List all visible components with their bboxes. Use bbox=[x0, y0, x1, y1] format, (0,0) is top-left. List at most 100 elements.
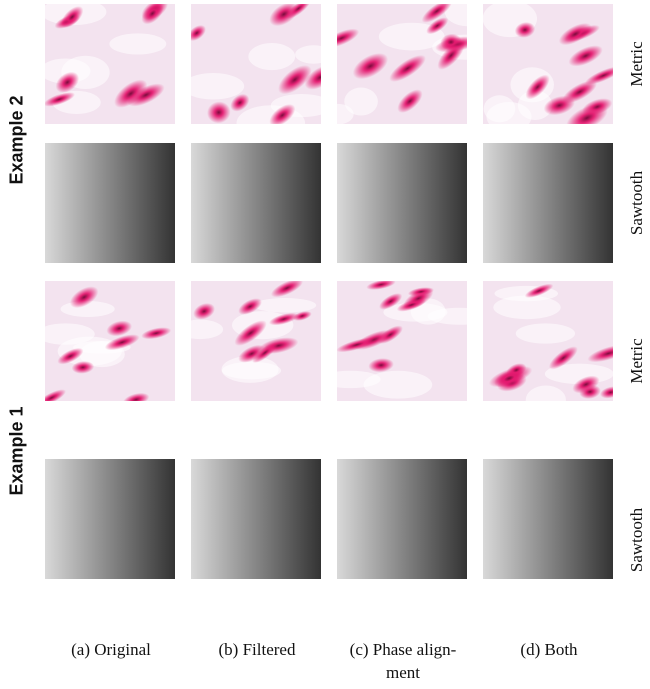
metric-blob bbox=[106, 320, 132, 337]
metric-tile-phase-alignment bbox=[337, 281, 467, 445]
sawtooth-stripe bbox=[542, 222, 613, 263]
sawtooth-tile-phase-alignment bbox=[337, 459, 467, 623]
sawtooth-field-image bbox=[337, 459, 467, 579]
sawtooth-stripe bbox=[337, 149, 467, 241]
sawtooth-stripe bbox=[337, 471, 467, 539]
sawtooth-stripe bbox=[337, 143, 424, 200]
sawtooth-stripe bbox=[349, 191, 467, 263]
metric-blob bbox=[285, 4, 312, 19]
sawtooth-stripe bbox=[45, 180, 175, 263]
metric-blob bbox=[114, 79, 148, 108]
metric-blob bbox=[366, 281, 396, 290]
metric-tile-both bbox=[483, 4, 613, 124]
metric-blob bbox=[407, 287, 434, 297]
metric-blob bbox=[368, 358, 394, 373]
sawtooth-stripe bbox=[573, 563, 613, 579]
sawtooth-stripe bbox=[45, 463, 175, 531]
metric-blob bbox=[191, 25, 206, 42]
sawtooth-stripe bbox=[483, 181, 613, 263]
caption-phase-alignment-text: (c) Phase align-ment bbox=[349, 640, 457, 682]
sawtooth-stripe bbox=[153, 571, 175, 579]
metric-blob bbox=[230, 93, 250, 112]
metric-blob bbox=[568, 45, 603, 67]
metric-blob bbox=[234, 320, 267, 346]
metric-field-image bbox=[337, 4, 467, 124]
sawtooth-tile-phase-alignment bbox=[337, 143, 467, 263]
caption-phase-alignment: (c) Phase align-ment bbox=[333, 638, 473, 684]
sawtooth-stripe bbox=[191, 479, 321, 546]
sawtooth-stripe bbox=[483, 459, 607, 516]
group-label-example-2: Example 2 bbox=[6, 95, 27, 185]
metric-tile-phase-alignment bbox=[337, 4, 467, 124]
sawtooth-stripe bbox=[483, 486, 613, 555]
sawtooth-stripe bbox=[430, 243, 467, 263]
metric-blob bbox=[389, 54, 426, 82]
metric-blob bbox=[45, 389, 66, 401]
sawtooth-stripe bbox=[337, 143, 463, 220]
sawtooth-stripe bbox=[337, 143, 408, 189]
sawtooth-field-image bbox=[45, 459, 175, 579]
sawtooth-field-image bbox=[191, 143, 321, 263]
sawtooth-stripe bbox=[592, 571, 613, 579]
sawtooth-stripe bbox=[337, 143, 443, 210]
sawtooth-stripe bbox=[409, 555, 467, 579]
row-label-metric-2: Metric bbox=[627, 338, 646, 384]
metric-field-image bbox=[45, 4, 175, 124]
sawtooth-stripe bbox=[118, 555, 175, 579]
metric-blob bbox=[440, 33, 462, 51]
sawtooth-stripe bbox=[495, 191, 613, 263]
sawtooth-stripe bbox=[524, 540, 613, 579]
sawtooth-stripe bbox=[281, 563, 321, 579]
metric-blob bbox=[207, 101, 231, 124]
sawtooth-stripe bbox=[70, 532, 175, 579]
sawtooth-stripe bbox=[337, 494, 467, 562]
metric-blob bbox=[337, 28, 360, 48]
sawtooth-stripe bbox=[121, 233, 175, 263]
sawtooth-stripe bbox=[191, 502, 321, 569]
metric-blob bbox=[61, 6, 84, 28]
sawtooth-stripe bbox=[45, 149, 175, 242]
sawtooth-stripe bbox=[347, 524, 467, 579]
sawtooth-stripe bbox=[134, 563, 175, 579]
sawtooth-stripe bbox=[45, 459, 150, 508]
sawtooth-stripe bbox=[54, 525, 175, 579]
sawtooth-stripe bbox=[393, 548, 467, 579]
sawtooth-stripe bbox=[555, 555, 613, 579]
metric-blob bbox=[278, 65, 312, 95]
sawtooth-stripe bbox=[191, 149, 321, 242]
sawtooth-stripe bbox=[483, 471, 613, 539]
sawtooth-stripe bbox=[337, 143, 467, 231]
sawtooth-stripe bbox=[191, 459, 321, 524]
metric-field-image bbox=[337, 281, 467, 401]
metric-blob bbox=[141, 4, 164, 25]
metric-blob bbox=[252, 342, 278, 363]
metric-tile-filtered bbox=[191, 281, 321, 445]
sawtooth-stripe bbox=[337, 170, 467, 262]
sawtooth-stripe bbox=[191, 517, 321, 579]
sawtooth-stripe bbox=[412, 233, 467, 263]
metric-blob bbox=[506, 363, 527, 377]
sawtooth-stripe bbox=[57, 191, 175, 263]
sawtooth-stripe bbox=[191, 143, 296, 210]
metric-blob bbox=[543, 95, 575, 116]
sawtooth-stripe bbox=[219, 202, 321, 263]
metric-tile-original bbox=[45, 4, 175, 124]
sawtooth-field-image bbox=[337, 143, 467, 263]
sawtooth-tile-both bbox=[483, 143, 613, 263]
sawtooth-stripe bbox=[337, 459, 407, 493]
sawtooth-stripe bbox=[491, 525, 613, 579]
metric-tile-original bbox=[45, 281, 175, 445]
sawtooth-stripe bbox=[526, 212, 613, 263]
sawtooth-stripe bbox=[45, 170, 175, 263]
sawtooth-stripe bbox=[483, 143, 613, 231]
sawtooth-stripe bbox=[337, 180, 467, 263]
sawtooth-tile-filtered bbox=[191, 143, 321, 263]
sawtooth-stripe bbox=[45, 159, 175, 252]
metric-blob bbox=[304, 65, 321, 90]
sawtooth-stripe bbox=[483, 478, 613, 547]
metric-blob bbox=[69, 286, 99, 309]
metric-blob bbox=[548, 346, 578, 370]
sawtooth-stripe bbox=[381, 212, 467, 263]
sawtooth-stripe bbox=[45, 459, 132, 501]
metric-blob bbox=[587, 344, 613, 363]
